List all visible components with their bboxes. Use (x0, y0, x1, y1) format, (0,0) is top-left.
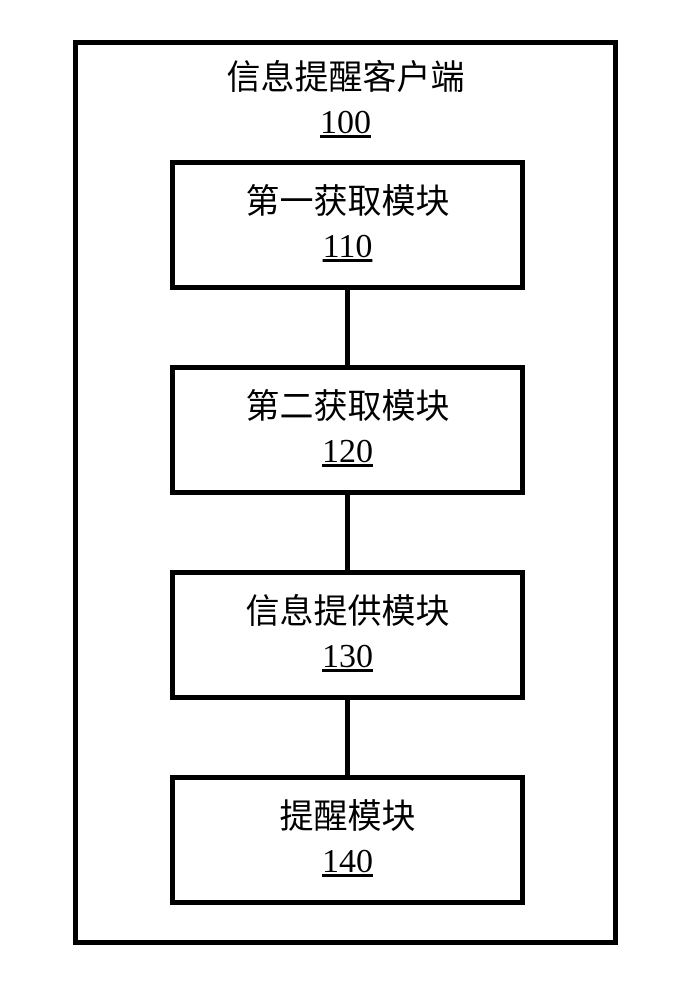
module-number: 110 (323, 225, 373, 269)
module-box: 信息提供模块 130 (170, 570, 525, 700)
module-box: 提醒模块 140 (170, 775, 525, 905)
module-box: 第一获取模块 110 (170, 160, 525, 290)
connector (345, 700, 350, 775)
outer-title: 信息提醒客户端 (227, 57, 465, 101)
module-number: 130 (322, 635, 373, 679)
module-number: 120 (322, 430, 373, 474)
module-number: 140 (322, 840, 373, 884)
module-label: 第二获取模块 (246, 386, 450, 430)
connector (345, 290, 350, 365)
module-label: 第一获取模块 (246, 181, 450, 225)
module-label: 提醒模块 (280, 796, 416, 840)
module-label: 信息提供模块 (246, 591, 450, 635)
outer-number: 100 (227, 101, 465, 145)
outer-header: 信息提醒客户端 100 (227, 57, 465, 145)
module-box: 第二获取模块 120 (170, 365, 525, 495)
connector (345, 495, 350, 570)
